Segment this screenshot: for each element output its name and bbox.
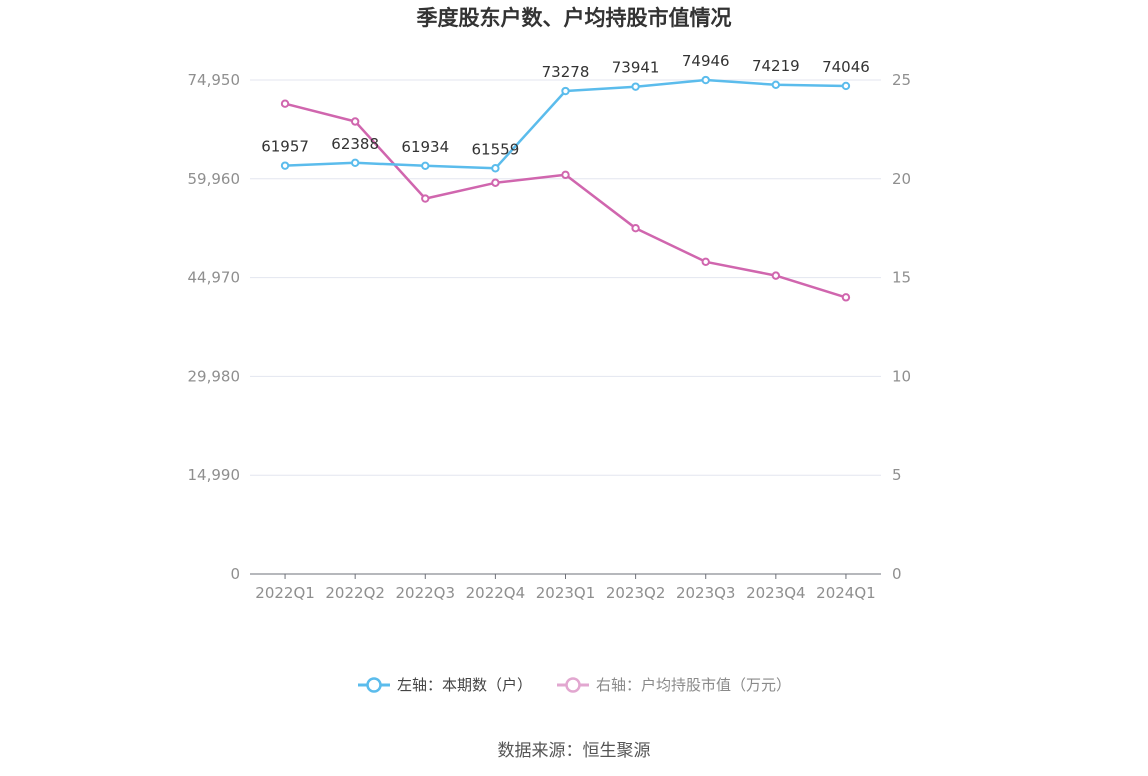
series-left-line <box>280 75 851 173</box>
x-tick-label: 2022Q1 <box>255 584 315 602</box>
series-left-point <box>350 158 360 167</box>
chart-title: 季度股东户数、户均持股市值情况 <box>416 6 732 30</box>
series-left-point <box>421 161 430 170</box>
y-left-tick-label: 14,990 <box>188 466 241 484</box>
source-note: 数据来源：恒生聚源 <box>497 741 651 761</box>
series-right-point <box>631 224 640 233</box>
y-right-tick-label: 5 <box>892 466 902 484</box>
y-right-tick-label: 20 <box>892 170 911 188</box>
series-right-point <box>350 117 360 126</box>
data-label: 73941 <box>612 59 660 77</box>
x-axis: 2022Q1 2022Q2 2022Q3 2022Q4 2023Q1 2023Q2 2023… <box>250 573 881 602</box>
series-left-point <box>841 81 851 91</box>
legend-left-label: 左轴：本期数（户） <box>396 676 532 694</box>
y-left-tick-label: 59,960 <box>188 170 241 188</box>
x-tick-label: 2022Q4 <box>466 584 526 602</box>
series-left-point <box>491 164 500 173</box>
series-left-point <box>701 75 710 85</box>
data-label: 62388 <box>331 135 379 153</box>
legend-right-marker-icon <box>557 676 589 693</box>
y-left-tick-label: 74,950 <box>188 71 241 89</box>
legend-left-marker-icon <box>357 676 390 693</box>
legend-right-label: 右轴：户均持股市值（万元） <box>596 676 792 694</box>
y-left-tick-label: 29,980 <box>188 367 241 385</box>
data-label: 74046 <box>822 58 870 76</box>
series-right-point <box>421 194 430 203</box>
y-right-tick-label: 10 <box>892 367 911 385</box>
data-label: 61934 <box>401 138 449 156</box>
x-tick-label: 2024Q1 <box>816 584 876 602</box>
y-left-tick-label: 0 <box>230 565 240 583</box>
data-label: 74946 <box>682 52 730 70</box>
x-tick-label: 2023Q3 <box>676 584 736 602</box>
series-right-path <box>284 102 847 299</box>
x-tick-label: 2022Q3 <box>396 584 456 602</box>
right-axis-ticks: 0 5 10 15 20 25 <box>892 71 911 583</box>
legend-item-left[interactable]: 左轴：本期数（户） <box>357 674 532 695</box>
x-tick-label: 2023Q2 <box>606 584 666 602</box>
y-right-tick-label: 15 <box>892 269 911 287</box>
data-label: 61559 <box>472 140 520 158</box>
left-axis-ticks: 0 14,990 29,980 44,970 59,960 74,950 <box>188 71 241 583</box>
series-left-point <box>561 86 570 96</box>
legend: 左轴：本期数（户） 右轴：户均持股市值（万元） <box>0 674 1148 695</box>
series-left-point <box>771 80 781 90</box>
series-left-point <box>280 161 290 170</box>
series-right-point <box>280 99 290 108</box>
data-label: 74219 <box>752 57 800 75</box>
x-tick-label: 2023Q1 <box>536 584 596 602</box>
data-labels: 61957 62388 61934 61559 73278 73941 74946 74219… <box>261 52 870 158</box>
series-right-point <box>561 170 570 180</box>
series-right-point <box>771 271 781 280</box>
x-tick-label: 2023Q4 <box>746 584 806 602</box>
y-right-tick-label: 25 <box>892 71 911 89</box>
data-label: 73278 <box>542 63 590 81</box>
series-left-point <box>631 82 640 91</box>
legend-item-right[interactable]: 右轴：户均持股市值（万元） <box>556 674 791 695</box>
series-right-point <box>841 293 851 302</box>
y-left-tick-label: 44,970 <box>188 269 241 287</box>
series-right-point <box>491 178 500 187</box>
data-label: 61957 <box>261 138 309 156</box>
x-tick-label: 2022Q2 <box>325 584 385 602</box>
y-right-tick-label: 0 <box>892 565 902 583</box>
series-right-line <box>280 99 851 302</box>
series-right-point <box>701 257 710 266</box>
